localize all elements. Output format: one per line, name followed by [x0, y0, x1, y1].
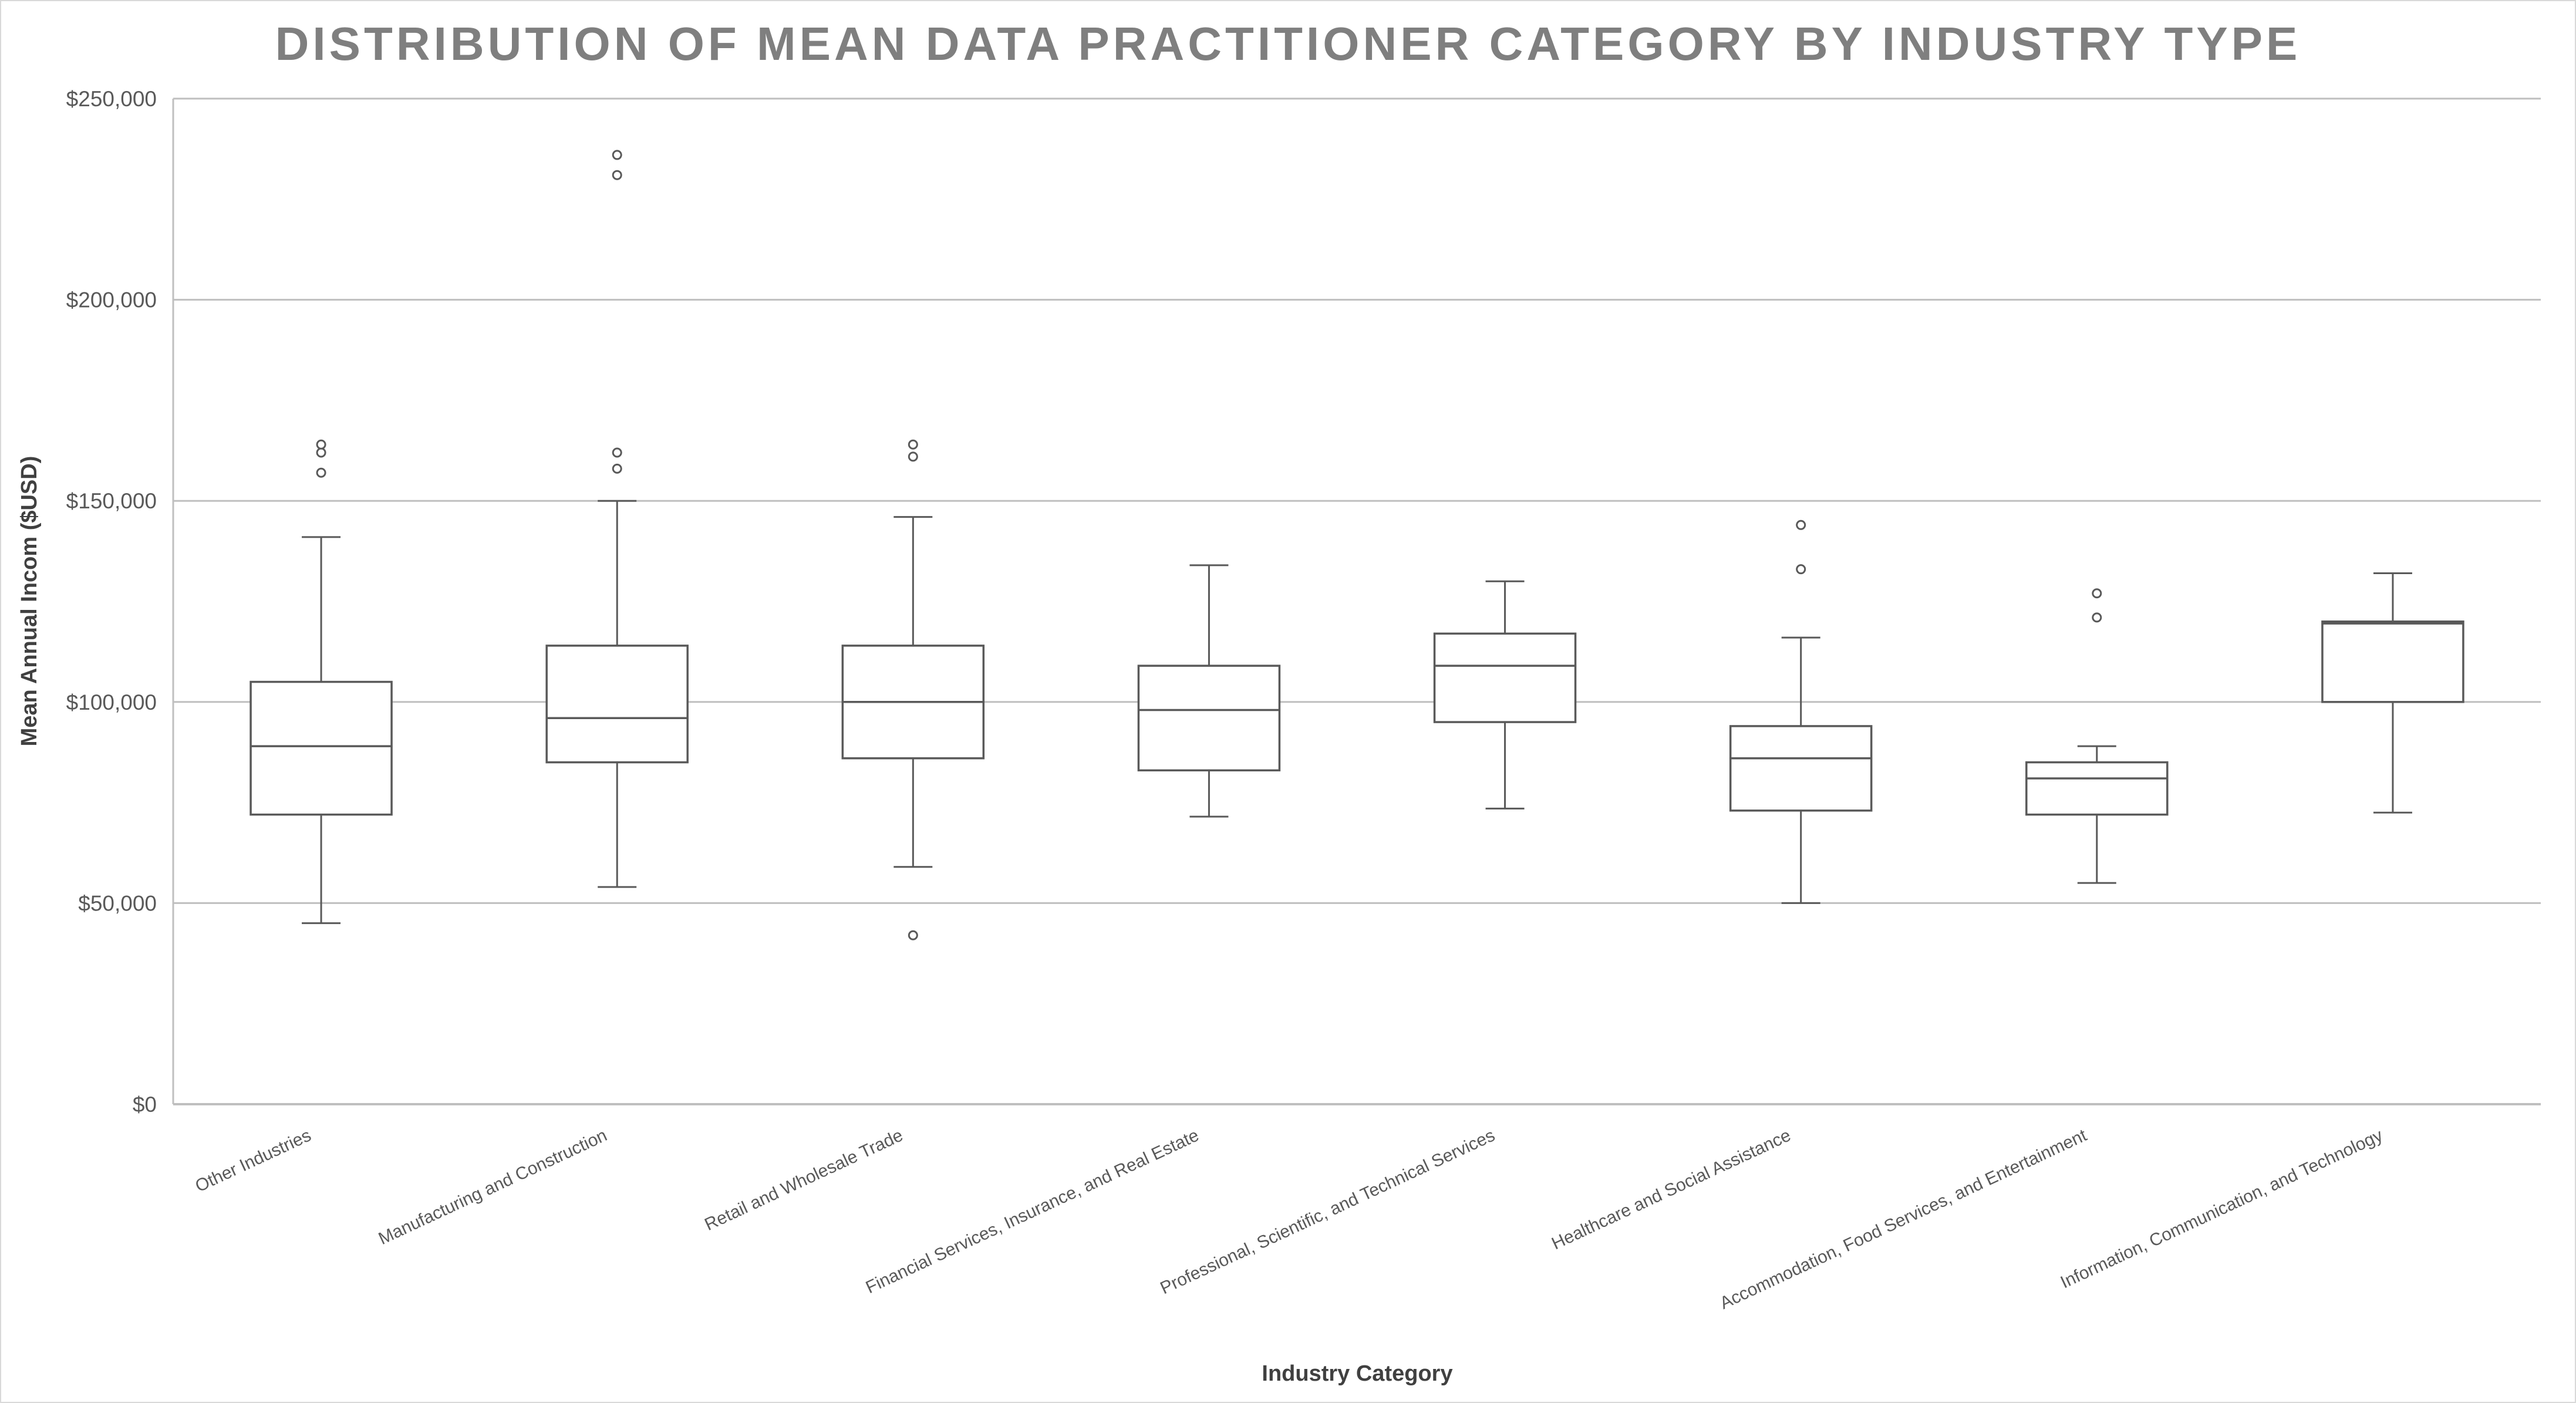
y-tick-label: $50,000 — [78, 891, 157, 915]
box-plot-group — [841, 439, 985, 940]
outlier-point — [612, 463, 622, 474]
y-tick-label: $100,000 — [66, 690, 157, 714]
y-tick-label: $200,000 — [66, 288, 157, 312]
box-plot-group — [1729, 520, 1873, 904]
outlier-point — [316, 439, 326, 450]
x-axis-label: Industry Category — [1262, 1361, 1452, 1386]
outlier-point — [612, 170, 622, 180]
outlier-point — [908, 451, 918, 462]
y-tick-label: $150,000 — [66, 489, 157, 513]
y-axis-ticks: $0 $50,000 $100,000 $150,000 $200,000 $250,00… — [66, 87, 157, 1117]
iqr-box — [1137, 665, 1281, 772]
x-tick-label: Accommodation, Food Services, and Entert… — [1717, 1125, 2091, 1313]
iqr-box — [249, 680, 393, 816]
box-plot-group — [2025, 588, 2169, 884]
x-axis-ticks: Other Industries Manufacturing and Constr… — [193, 1125, 2386, 1313]
outlier-point — [2092, 612, 2102, 623]
iqr-box — [1433, 632, 1577, 723]
y-tick-label: $250,000 — [66, 87, 157, 111]
iqr-box — [1729, 725, 1873, 812]
x-tick-label: Retail and Wholesale Trade — [702, 1125, 906, 1235]
chart-title: DISTRIBUTION OF MEAN DATA PRACTITIONER C… — [275, 18, 2301, 70]
outlier-point — [316, 467, 326, 478]
box-plot-group — [1433, 580, 1577, 810]
x-tick-label: Healthcare and Social Assistance — [1549, 1125, 1793, 1253]
x-tick-label: Other Industries — [193, 1125, 314, 1196]
outlier-point — [2092, 588, 2102, 599]
outlier-point — [908, 930, 918, 940]
outlier-point — [612, 150, 622, 160]
box-plots — [249, 150, 2464, 940]
x-tick-label: Professional, Scientific, and Technical … — [1157, 1125, 1498, 1298]
y-tick-label: $0 — [133, 1092, 157, 1117]
outlier-point — [316, 447, 326, 458]
iqr-box — [2321, 620, 2464, 703]
outlier-point — [1796, 564, 1806, 575]
box-plot-group — [249, 439, 393, 925]
outlier-point — [1796, 520, 1806, 530]
outlier-point — [612, 447, 622, 458]
iqr-box — [2025, 761, 2169, 816]
x-tick-label: Financial Services, Insurance, and Real … — [863, 1125, 1202, 1297]
box-plot-group — [545, 150, 689, 888]
gridlines — [173, 97, 2541, 904]
y-axis-label: Mean Annual Incom ($USD) — [17, 456, 42, 747]
x-tick-label: Information, Communication, and Technolo… — [2058, 1125, 2386, 1292]
iqr-box — [545, 645, 689, 764]
box-plot-group — [2321, 572, 2464, 814]
box-plot-group — [1137, 564, 1281, 818]
outlier-point — [908, 439, 918, 450]
x-tick-label: Manufacturing and Construction — [376, 1125, 610, 1249]
